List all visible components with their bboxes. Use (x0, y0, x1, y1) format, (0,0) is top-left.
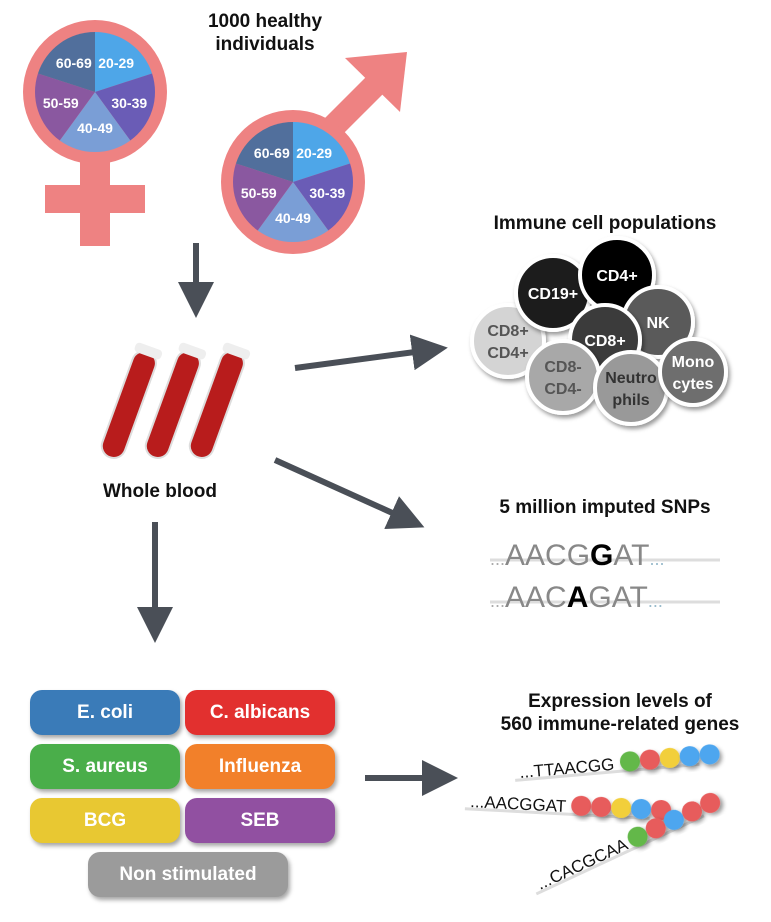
expression-dot-blue (699, 744, 720, 765)
pie-slice-50-59 (35, 73, 95, 141)
svg-text:phils: phils (612, 392, 649, 409)
stimulus-c-albicans: C. albicans (185, 690, 335, 735)
cell-cd8cd4: CD8- CD4- (525, 339, 601, 415)
expression-dot-blue (679, 746, 700, 767)
stimulus-non-stimulated: Non stimulated (88, 852, 288, 897)
cohort-title-line2: individuals (215, 34, 315, 55)
svg-text:CD8+: CD8+ (584, 333, 625, 350)
gene-expression-strands: ...TTAACGG ...AACGGAT ...CACGCAA (464, 744, 721, 896)
gene-strand: ...AACGGAT (464, 792, 672, 821)
expression-title: Expression levels of 560 immune-related … (470, 690, 770, 736)
svg-text:CD19+: CD19+ (528, 286, 578, 303)
pie-label: 60-69 (254, 145, 290, 161)
age-pie-female: 20-29 30-39 40-49 50-59 60-69 (35, 32, 155, 152)
pie-label: 40-49 (77, 120, 113, 136)
pie-label: 20-29 (296, 145, 332, 161)
pie-label: 20-29 (98, 55, 134, 71)
snp-row-1: ...AACGGAT... (490, 539, 665, 572)
cell-monocytes: Mono cytes (658, 337, 728, 407)
svg-text:cytes: cytes (673, 376, 714, 393)
expression-title-line2: 560 immune-related genes (500, 714, 740, 735)
pie-slice-30-39 (95, 73, 155, 141)
arrow-to-cells (294, 334, 448, 371)
svg-text:CD4-: CD4- (544, 381, 581, 398)
gene-sequence: ...TTAACGG (519, 755, 615, 782)
snps-title: 5 million imputed SNPs (499, 497, 711, 518)
cells-title: Immune cell populations (493, 213, 717, 234)
expression-dot-red (645, 818, 666, 839)
snp-row-2: ...AACAGAT... (490, 581, 663, 614)
svg-text:NK: NK (646, 315, 670, 332)
pie-label: 60-69 (56, 55, 92, 71)
stimulus-bcg: BCG (30, 798, 180, 843)
expression-dot-yellow (659, 747, 680, 768)
pie-slice-50-59 (233, 163, 293, 231)
pie-slice-30-39 (293, 163, 353, 231)
svg-text:CD8-: CD8- (544, 359, 581, 376)
cell-neutrophils: Neutro phils (593, 350, 669, 426)
gene-strand: ...TTAACGG (515, 744, 720, 782)
expression-dot-red (571, 795, 592, 816)
expression-title-line1: Expression levels of (528, 691, 712, 712)
pie-slice-60-69 (235, 122, 293, 182)
cohort-title: 1000 healthy individuals (180, 10, 350, 56)
expression-dot-red (700, 792, 721, 813)
svg-text:CD4+: CD4+ (487, 345, 528, 362)
svg-text:Neutro: Neutro (605, 370, 657, 387)
pie-label: 50-59 (43, 95, 79, 111)
expression-dot-yellow (611, 797, 632, 818)
expression-dot-red (639, 749, 660, 770)
cell-cd8cd4: CD8+ CD4+ (470, 303, 546, 379)
stimulus-s-aureus: S. aureus (30, 744, 180, 789)
pie-slice-40-49 (257, 182, 329, 242)
cell-cd19: CD19+ (514, 254, 592, 332)
pie-slice-60-69 (37, 32, 95, 92)
expression-dot-blue (631, 798, 652, 819)
pie-label: 30-39 (309, 185, 345, 201)
pie-label: 50-59 (241, 185, 277, 201)
immune-cells: CD8+CD4+CD19+CD4+NKCD8+CD8-CD4-Neutrophi… (470, 236, 728, 426)
stimulus-e-coli: E. coli (30, 690, 180, 735)
expression-dot-blue (663, 809, 684, 830)
pie-label: 40-49 (275, 210, 311, 226)
expression-dot-green (627, 826, 648, 847)
pie-label: 30-39 (111, 95, 147, 111)
pie-slice-40-49 (59, 92, 131, 152)
whole-blood-label: Whole blood (103, 481, 217, 502)
age-pie-male: 20-29 30-39 40-49 50-59 60-69 (233, 122, 353, 242)
pie-slice-20-29 (293, 122, 351, 182)
snp-sequences: ...AACGGAT... ...AACAGAT... (490, 539, 720, 614)
svg-text:Mono: Mono (672, 354, 715, 371)
blood-tubes-icon (100, 342, 251, 459)
female-symbol-icon: 20-29 30-39 40-49 50-59 60-69 (23, 20, 167, 246)
stimulus-influenza: Influenza (185, 744, 335, 789)
stimulus-seb: SEB (185, 798, 335, 843)
svg-text:CD4+: CD4+ (596, 268, 637, 285)
pie-slice-20-29 (95, 32, 153, 92)
arrow-to-snps (273, 457, 425, 530)
expression-dot-green (619, 751, 640, 772)
male-symbol-icon: 20-29 30-39 40-49 50-59 60-69 (221, 52, 407, 254)
expression-dot-red (682, 801, 703, 822)
cohort-title-line1: 1000 healthy (207, 11, 323, 32)
gene-sequence: ...CACGCAA (534, 835, 632, 894)
gene-sequence: ...AACGGAT (470, 792, 567, 816)
expression-dot-red (591, 796, 612, 817)
svg-text:CD8+: CD8+ (487, 323, 528, 340)
